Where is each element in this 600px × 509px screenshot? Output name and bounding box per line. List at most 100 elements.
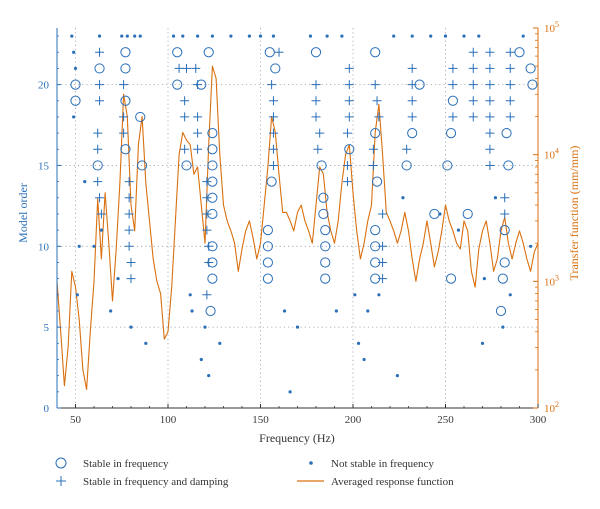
stable-damping-marker (485, 47, 495, 57)
stable-damping-marker (407, 63, 417, 73)
not-stable-marker (508, 293, 512, 297)
not-stable-marker (462, 34, 466, 38)
stable-frequency-marker (371, 176, 383, 187)
not-stable-marker (482, 277, 486, 281)
not-stable-marker (308, 34, 313, 38)
stable-damping-marker (180, 144, 190, 154)
stable-damping-marker (344, 96, 354, 106)
stable-damping-marker (95, 193, 105, 203)
stable-frequency-marker (499, 225, 510, 236)
not-stable-marker (196, 34, 200, 38)
stable-damping-marker (202, 290, 212, 300)
stable-frequency-marker (320, 273, 331, 284)
stable-damping-marker (204, 257, 214, 267)
stable-frequency-marker (527, 79, 538, 90)
stable-frequency-marker (501, 128, 512, 139)
not-stable-marker (207, 374, 211, 378)
stable-frequency-marker (120, 63, 131, 74)
point-markers-layer (70, 34, 538, 394)
stable-damping-marker (448, 112, 458, 122)
not-stable-marker (116, 277, 120, 281)
stable-damping-marker (193, 112, 203, 122)
not-stable-marker (493, 196, 498, 200)
legend-circle-marker (55, 457, 67, 469)
not-stable-marker (288, 390, 292, 394)
not-stable-marker (456, 228, 461, 232)
x-tick-label: 150 (252, 414, 269, 426)
stable-damping-marker (119, 80, 129, 90)
stable-frequency-marker (92, 160, 103, 171)
not-stable-marker (75, 293, 79, 297)
x-tick-label: 250 (437, 414, 454, 426)
stable-damping-marker (124, 225, 134, 235)
stable-damping-marker (268, 112, 278, 122)
not-stable-marker (401, 196, 405, 200)
stable-damping-marker (342, 177, 352, 187)
stable-frequency-marker (266, 176, 277, 187)
y-left-tick-label: 5 (44, 322, 50, 334)
axes: 50 100 150 200 250 300 0 5 10 15 20 102 103 104 105 (38, 20, 559, 426)
stable-frequency-marker (429, 208, 440, 220)
y-axis-right-label: Transfer function (mm/mm) (567, 146, 581, 281)
not-stable-marker (97, 34, 102, 38)
stable-damping-marker (344, 80, 354, 90)
not-stable-marker (366, 309, 370, 313)
y-left-tick-label: 0 (44, 403, 50, 415)
stable-frequency-marker (207, 144, 218, 155)
legend-item-stable-frequency: Stable in frequency (55, 457, 169, 470)
stable-frequency-marker (120, 144, 131, 155)
not-stable-marker (72, 115, 76, 119)
not-stable-marker (199, 357, 203, 362)
stable-damping-marker (268, 144, 278, 154)
stable-frequency-marker (262, 273, 273, 284)
stable-frequency-marker (503, 160, 514, 171)
stable-damping-marker (202, 177, 212, 187)
not-stable-marker (247, 34, 251, 38)
stable-frequency-marker (120, 95, 131, 106)
stable-frequency-marker (442, 160, 453, 171)
stable-damping-marker (193, 80, 203, 90)
stable-damping-marker (500, 209, 510, 219)
stable-frequency-marker (262, 225, 273, 236)
stable-damping-marker (124, 193, 134, 203)
not-stable-marker (353, 293, 357, 297)
not-stable-marker (109, 309, 113, 313)
y-left-tick-label: 15 (38, 160, 50, 172)
not-stable-marker (395, 374, 399, 378)
stable-damping-marker (202, 193, 212, 203)
stable-damping-marker (485, 63, 495, 73)
stable-frequency-marker (172, 79, 183, 90)
not-stable-marker (218, 341, 222, 345)
not-stable-marker (443, 34, 448, 38)
stable-frequency-marker (70, 79, 81, 90)
legend: Stable in frequency Not stable in freque… (55, 457, 454, 488)
stable-damping-marker (344, 112, 354, 122)
legend-dot-marker (309, 461, 313, 465)
not-stable-marker (429, 34, 433, 38)
stable-damping-marker (193, 144, 203, 154)
stable-damping-marker (370, 80, 380, 90)
x-tick-label: 200 (345, 414, 362, 426)
y-right-tick-label: 103 (544, 273, 559, 288)
not-stable-marker (125, 34, 129, 38)
stable-frequency-marker (525, 63, 536, 74)
legend-plus-marker (56, 476, 66, 486)
not-stable-marker (271, 34, 276, 38)
y-left-tick-label: 20 (38, 80, 50, 92)
y-right-tick-label: 102 (544, 400, 559, 415)
not-stable-marker (144, 341, 148, 345)
stable-damping-marker (448, 80, 458, 90)
x-tick-label: 300 (530, 414, 547, 426)
stable-damping-marker (202, 209, 212, 219)
stable-damping-marker (505, 112, 515, 122)
stable-frequency-marker (310, 47, 322, 58)
not-stable-marker (171, 34, 176, 38)
stable-damping-marker (174, 63, 184, 73)
stable-frequency-marker (203, 47, 214, 58)
not-stable-marker (480, 341, 485, 345)
stable-frequency-marker (497, 273, 508, 284)
stable-frequency-marker (320, 225, 331, 236)
stable-damping-marker (500, 193, 510, 203)
not-stable-marker (377, 293, 381, 297)
